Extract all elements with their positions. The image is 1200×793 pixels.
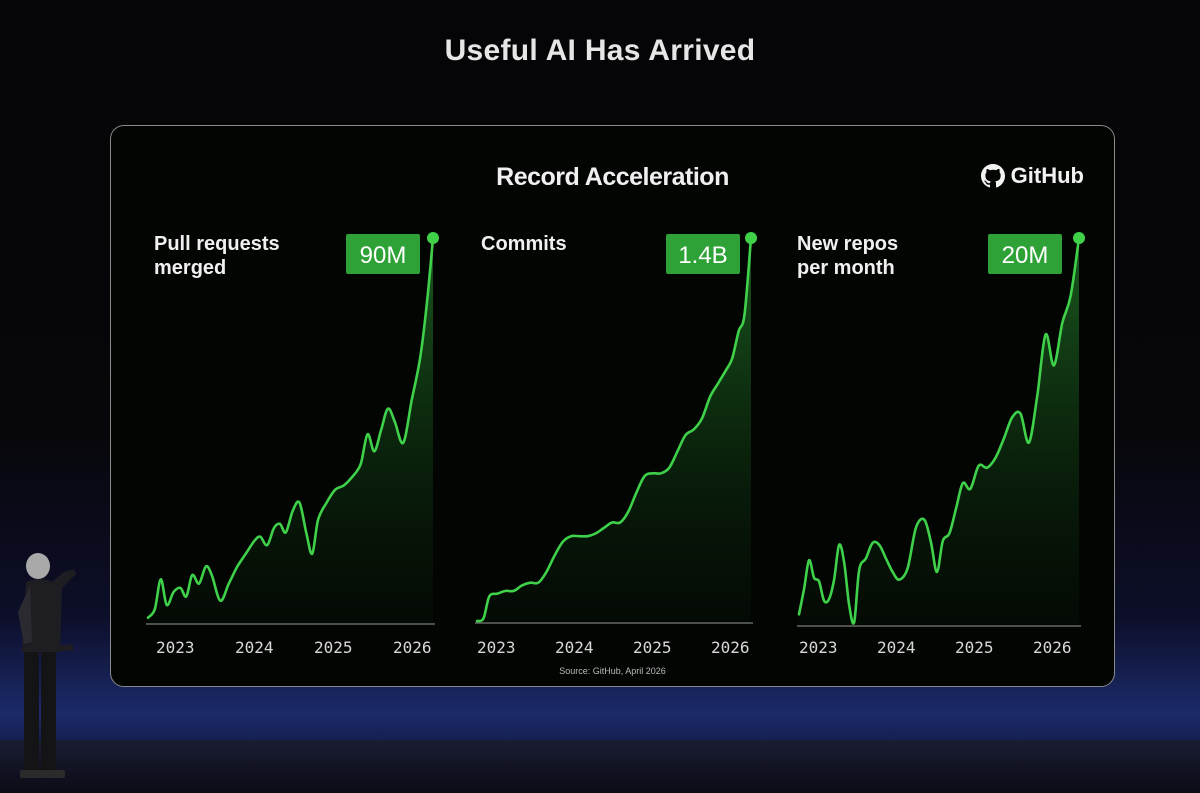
x-tick-label: 2024 [877, 638, 916, 657]
chart-area-fill [799, 238, 1079, 624]
metric-label: Pull requests [154, 233, 280, 255]
series-line [146, 236, 435, 619]
x-tick-label: 2024 [555, 638, 594, 657]
x-tick-label: 2025 [633, 638, 672, 657]
x-tick-label: 2026 [1033, 638, 1072, 657]
series-line [797, 236, 1081, 625]
x-tick-label: 2023 [156, 638, 195, 657]
metric-label: per month [797, 257, 895, 279]
github-brand-text: GitHub [1010, 163, 1084, 188]
value-badge [346, 234, 420, 274]
series-end-point [745, 232, 757, 244]
metric-label: New repos [797, 233, 898, 255]
github-logo: GitHub [980, 163, 1084, 189]
panel-title: Record Acceleration [496, 163, 729, 191]
series-end-point [1073, 232, 1085, 244]
x-tick-label: 2026 [393, 638, 432, 657]
x-tick-label: 2025 [314, 638, 353, 657]
slide-title: Useful AI Has Arrived [444, 34, 756, 67]
series-line [475, 236, 753, 623]
metric-label: Commits [481, 233, 567, 255]
value-badge-label: 90M [360, 242, 407, 269]
value-badge [666, 234, 740, 274]
series-end-point [427, 232, 439, 244]
value-badge-label: 20M [1002, 242, 1049, 269]
x-tick-label: 2026 [711, 638, 750, 657]
chart-area-fill [148, 238, 433, 622]
value-badge-label: 1.4B [678, 242, 727, 269]
metric-label: merged [154, 257, 226, 279]
x-tick-label: 2024 [235, 638, 274, 657]
source-note: Source: GitHub, April 2026 [559, 666, 666, 676]
x-tick-label: 2023 [477, 638, 516, 657]
x-tick-label: 2025 [955, 638, 994, 657]
chart-area-fill [477, 238, 751, 622]
value-badge [988, 234, 1062, 274]
chart-2: Commits 1.4B 2023 2024 2025 2026 [475, 232, 757, 657]
github-octocat-icon [980, 164, 1005, 188]
x-tick-label: 2023 [799, 638, 838, 657]
stage-floor [0, 740, 1200, 793]
presenter-figure [18, 553, 76, 778]
chart-panel: Record Acceleration GitHub Pull requests… [110, 125, 1115, 687]
